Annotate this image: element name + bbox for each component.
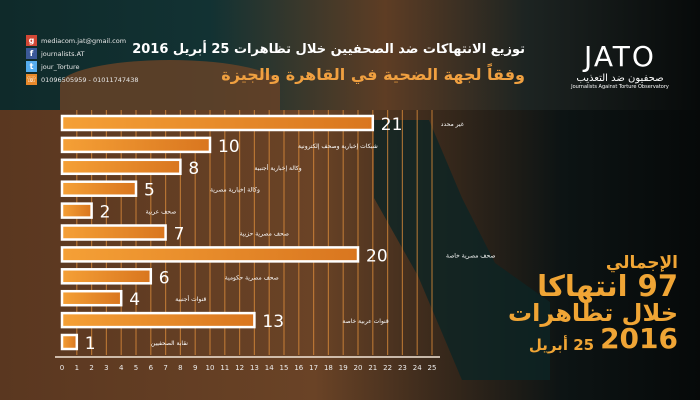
x-tick-label: 3 [104,364,108,372]
x-tick-label: 12 [235,364,244,372]
bar-value-label: 10 [218,137,240,157]
facebook-icon: f [26,48,37,59]
bar [60,158,182,176]
bar-category-label: غير محدد [441,121,464,128]
x-tick-label: 15 [280,364,289,372]
x-tick-label: 4 [119,364,124,372]
contact-text: journalists.AT [41,49,85,58]
x-tick-label: 20 [354,364,363,372]
bar [60,289,123,307]
chart-subtitle: وفقاً لجهة الضحية في القاهرة والجيزة [221,65,525,84]
bar [60,224,167,241]
logo: JATO صحفيون ضد التعذيب Journalists Again… [560,40,680,90]
chart-title: توزيع الانتهاكات ضد الصحفيين خلال تظاهرا… [132,42,525,57]
contact-phone[interactable]: ☏ 01096505959 - 01011747438 [26,74,138,85]
x-tick-label: 2 [89,364,93,372]
x-tick-label: 0 [60,364,64,372]
phone-icon: ☏ [26,74,37,85]
bar-value-label: 21 [381,115,403,135]
x-tick-label: 22 [383,364,392,372]
x-tick-label: 18 [324,364,333,372]
x-tick-label: 13 [250,364,259,372]
x-tick-label: 9 [193,364,197,372]
bar-category-label: وكالة إخبارية مصرية [210,187,260,194]
bar [60,202,93,219]
bar-value-label: 5 [144,181,155,201]
x-tick-label: 24 [413,364,422,372]
google-plus-icon: g [26,35,37,46]
x-tick-label: 21 [368,364,377,372]
total-line3: خلال تظاهرات [507,299,678,327]
x-tick-label: 5 [134,364,138,372]
x-tick-label: 25 [428,364,437,372]
x-tick-label: 1 [75,364,79,372]
bar-category-label: صحف مصرية حزبية [240,231,289,238]
x-tick-label: 11 [220,364,229,372]
logo-arabic: صحفيون ضد التعذيب [576,73,664,84]
bar [60,180,138,197]
bar [60,333,79,351]
bar-value-label: 13 [262,312,284,332]
x-tick-label: 16 [294,364,303,372]
bar-category-label: شبكات إخبارية وصحف إلكترونية [298,143,378,150]
x-tick-label: 23 [398,364,407,372]
contact-twitter[interactable]: t jour_Torture [26,61,80,72]
contact-text: jour_Torture [41,62,80,71]
total-count: 97 انتهاكا [537,269,678,303]
bar-category-label: وكالة إخبارية أجنبية [254,164,301,172]
x-tick-label: 17 [309,364,318,372]
bar-category-label: صحف مصرية خاصة [446,252,495,259]
contact-facebook[interactable]: f journalists.AT [26,48,84,59]
bar-value-label: 7 [174,225,185,245]
contact-email[interactable]: g mediacom.jat@gmail.com [26,35,126,46]
x-tick-label: 7 [163,364,167,372]
x-tick-label: 14 [265,364,274,372]
bar-value-label: 4 [129,290,140,310]
bar-value-label: 20 [366,246,388,266]
contact-text: mediacom.jat@gmail.com [41,36,127,45]
x-tick-label: 8 [178,364,182,372]
total-year: 2016 [600,322,678,355]
contact-text: 01096505959 - 01011747438 [41,75,139,84]
x-tick-label: 19 [339,364,348,372]
bar [60,246,360,263]
bar-category-label: قنوات عربية خاصة [342,318,388,325]
bar [60,114,375,132]
logo-english: Journalists Against Torture Observatory [571,84,669,90]
bar [60,268,153,285]
bar-value-label: 1 [85,334,96,354]
twitter-icon: t [26,61,37,72]
bar-category-label: نقابة الصحفيين [151,340,188,347]
x-tick-label: 10 [206,364,215,372]
bar [60,311,256,329]
map-shape [60,60,280,110]
bar [60,136,212,154]
bar-category-label: قنوات أجنبية [175,295,206,303]
bar-category-label: صحف مصرية حكومية [225,274,279,281]
total-label: الإجمالي [605,253,678,273]
logo-mark: JATO [584,40,656,73]
bar-value-label: 8 [188,159,199,179]
bar-value-label: 6 [159,268,170,288]
total-summary: الإجمالي 97 انتهاكا خلال تظاهرات 25 أبري… [508,255,678,353]
bar-value-label: 2 [100,203,111,223]
total-date: 25 أبريل [528,336,595,354]
x-tick-label: 6 [149,364,154,372]
bar-category-label: صحف عربية [146,209,177,216]
